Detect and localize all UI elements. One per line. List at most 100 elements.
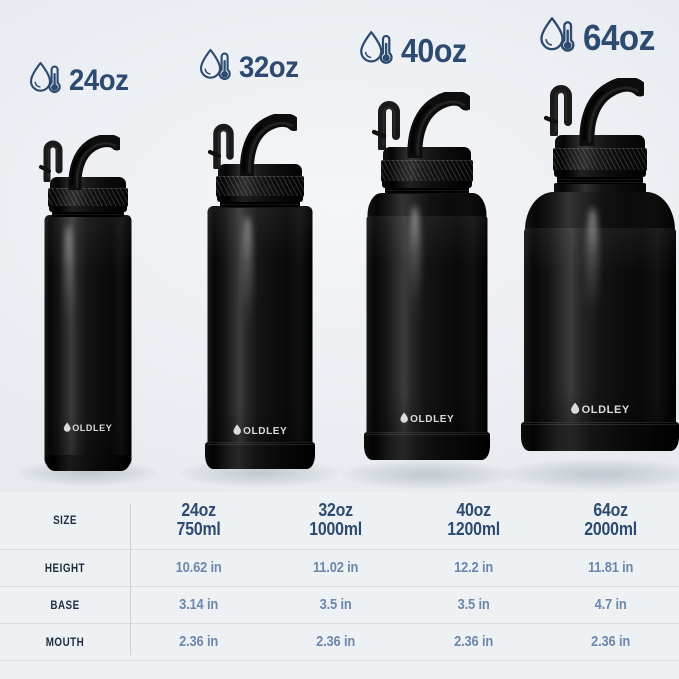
cell-value: 2.36 in bbox=[179, 633, 219, 650]
bottle-shoulder bbox=[525, 192, 675, 234]
cell-base-32oz: 3.5 in bbox=[267, 585, 405, 623]
size-label-40oz: 40oz bbox=[358, 29, 472, 72]
cell-value: 3.5 in bbox=[457, 596, 490, 613]
lid-lip bbox=[382, 181, 472, 188]
straw-spout[interactable] bbox=[400, 92, 470, 158]
body-highlight bbox=[586, 208, 599, 333]
straw-spout[interactable] bbox=[62, 135, 120, 190]
bottom-rule-cell bbox=[404, 659, 542, 661]
specification-table: SIZE 24oz 750ml 32oz 1000ml 40oz 1200ml bbox=[0, 492, 679, 661]
body-highlight bbox=[409, 206, 421, 326]
droplet-thermometer-icon bbox=[358, 29, 394, 72]
cell-base-64oz: 4.7 in bbox=[541, 585, 679, 623]
brand-name: OLDLEY bbox=[581, 403, 630, 416]
product-showcase: 24oz 32oz bbox=[0, 0, 679, 492]
size-label-text: 40oz bbox=[401, 31, 467, 69]
header-cell-24oz: 24oz 750ml bbox=[130, 492, 267, 549]
bottle-base bbox=[44, 455, 131, 471]
body-highlight bbox=[242, 216, 253, 341]
straw-spout[interactable] bbox=[572, 78, 644, 146]
cell-value: 11.81 in bbox=[587, 559, 633, 576]
header-ml: 750ml bbox=[176, 519, 221, 540]
lid-grip-ring bbox=[553, 148, 647, 171]
header-ml: 1200ml bbox=[446, 519, 500, 540]
cell-value: 2.36 in bbox=[590, 633, 630, 650]
lid-grip-ring bbox=[381, 160, 473, 182]
lid-grip-ring bbox=[47, 188, 128, 207]
size-label-text: 64oz bbox=[583, 16, 655, 58]
lid-top bbox=[218, 164, 302, 178]
water-drop-icon bbox=[233, 424, 242, 438]
row-label-text: BASE bbox=[50, 597, 80, 612]
size-label-text: 24oz bbox=[69, 63, 129, 97]
lid-lip bbox=[217, 196, 303, 202]
bottle-body bbox=[44, 215, 131, 468]
cell-value: 3.5 in bbox=[319, 596, 352, 613]
row-label-text: HEIGHT bbox=[44, 560, 86, 575]
brand-logo: OLDLEY bbox=[233, 424, 288, 438]
bottom-rule-cell bbox=[0, 659, 130, 661]
cell-mouth-24oz: 2.36 in bbox=[130, 622, 268, 660]
row-label-base: BASE bbox=[0, 585, 130, 623]
cell-value: 11.02 in bbox=[313, 559, 359, 576]
cell-value: 2.36 in bbox=[316, 633, 356, 650]
cell-mouth-64oz: 2.36 in bbox=[541, 622, 679, 660]
lid-flip-handle[interactable] bbox=[39, 140, 65, 182]
size-label-64oz: 64oz bbox=[538, 15, 661, 60]
brand-logo: OLDLEY bbox=[63, 422, 113, 434]
brand-name: OLDLEY bbox=[410, 413, 455, 425]
straw-spout[interactable] bbox=[233, 114, 297, 176]
brand-name: OLDLEY bbox=[72, 423, 113, 433]
header-cell-40oz: 40oz 1200ml bbox=[405, 492, 542, 549]
header-oz: 40oz bbox=[455, 500, 491, 521]
header-oz: 32oz bbox=[318, 500, 354, 521]
bottom-rule-cell bbox=[130, 659, 268, 661]
bottle-thread-ring bbox=[220, 201, 300, 208]
bottle-32oz[interactable]: OLDLEY bbox=[170, 112, 350, 487]
cell-height-40oz: 12.2 in bbox=[404, 548, 542, 586]
lid-lip bbox=[48, 206, 127, 212]
droplet-thermometer-icon bbox=[538, 15, 576, 60]
bottle-shadow bbox=[341, 460, 513, 489]
bottle-24oz[interactable]: OLDLEY bbox=[0, 130, 175, 486]
bottle-rubber-boot bbox=[521, 422, 679, 451]
row-label-text: SIZE bbox=[53, 513, 77, 528]
header-ml: 2000ml bbox=[584, 519, 637, 540]
lid-top bbox=[555, 135, 645, 150]
brand-logo: OLDLEY bbox=[570, 402, 630, 417]
cell-value: 2.36 in bbox=[453, 633, 493, 650]
header-cell-64oz: 64oz 2000ml bbox=[542, 492, 679, 549]
size-label-24oz: 24oz bbox=[28, 60, 134, 101]
brand-name: OLDLEY bbox=[243, 425, 288, 437]
header-oz: 64oz bbox=[593, 500, 628, 521]
bottle-64oz[interactable]: OLDLEY bbox=[500, 78, 679, 489]
row-label-size: SIZE bbox=[0, 492, 130, 549]
bottle-thread-ring bbox=[557, 176, 643, 184]
row-label-text: MOUTH bbox=[45, 634, 85, 649]
boot-seam bbox=[366, 434, 488, 435]
bottle-shoulder bbox=[367, 193, 487, 219]
bottle-body bbox=[207, 206, 313, 458]
cell-mouth-32oz: 2.36 in bbox=[267, 622, 405, 660]
water-drop-icon bbox=[63, 422, 71, 434]
table-vertical-divider bbox=[130, 504, 131, 655]
table-row-mouth: MOUTH 2.36 in 2.36 in 2.36 in 2.36 in bbox=[0, 622, 679, 660]
lid-flip-handle[interactable] bbox=[372, 100, 402, 150]
lid-lip bbox=[554, 170, 646, 177]
table-row-base: BASE 3.14 in 3.5 in 3.5 in 4.7 in bbox=[0, 585, 679, 623]
water-drop-icon bbox=[400, 412, 409, 426]
bottle-rubber-boot bbox=[205, 442, 315, 469]
droplet-thermometer-icon bbox=[198, 47, 232, 88]
boot-seam bbox=[207, 444, 313, 445]
lid-flip-handle[interactable] bbox=[208, 123, 236, 169]
cell-value: 4.7 in bbox=[594, 596, 627, 613]
row-label-height: HEIGHT bbox=[0, 548, 130, 586]
cell-value: 10.62 in bbox=[175, 559, 222, 576]
lid-flip-handle[interactable] bbox=[544, 84, 574, 136]
bottle-40oz[interactable]: OLDLEY bbox=[332, 92, 522, 489]
bottle-thread-ring bbox=[51, 211, 124, 217]
row-label-mouth: MOUTH bbox=[0, 622, 130, 660]
cell-base-24oz: 3.14 in bbox=[130, 585, 268, 623]
boot-seam bbox=[523, 424, 677, 425]
